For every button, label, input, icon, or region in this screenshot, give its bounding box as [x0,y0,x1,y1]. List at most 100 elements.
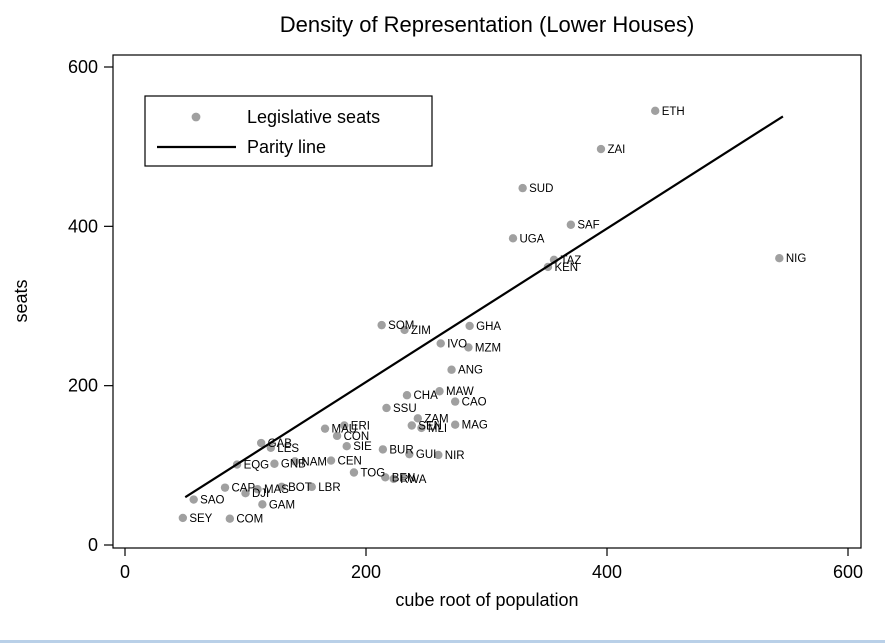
data-point-label-nir: NIR [445,450,465,462]
data-point-gab [256,438,266,448]
data-point-cha [402,391,412,400]
legend-box [144,95,433,167]
data-point-label-zim: ZIM [411,325,431,337]
scatter-points [178,106,784,523]
parity-line [184,115,784,499]
data-point-label-sud: SUD [529,183,553,195]
data-point-label-tog: TOG [360,468,385,480]
data-point-rwa [389,474,398,484]
data-point-label-sen: SEN [418,421,442,433]
legend: Legislative seats Parity line [144,95,433,167]
plot-frame [112,54,862,549]
data-point-sen [407,421,416,430]
data-point-zim [400,325,409,335]
data-point-nir [434,450,443,460]
data-point-label-mau: MAU [332,424,358,436]
x-tick-label: 600 [833,562,863,582]
data-point-uga [508,234,518,243]
x-axis-ticks: 0 200 400 600 [120,548,863,582]
data-point-ben [381,473,390,482]
data-point-sao [189,495,198,504]
data-point-bur [378,445,388,454]
data-point-label-sie: SIE [353,441,372,453]
data-point-cao [450,397,460,406]
data-point-mag [450,420,460,429]
data-point-gui [405,449,414,459]
data-point-label-ivo: IVO [447,338,467,350]
data-point-bot [277,482,286,492]
data-point-label-som: SOM [388,320,414,332]
data-point-tog [349,468,359,477]
data-point-maw [435,387,444,396]
data-point-ang [447,365,456,374]
data-point-label-uga: UGA [520,233,545,245]
data-point-com [225,514,235,523]
data-point-label-ken: KEN [554,262,578,274]
data-point-mzm [464,343,473,352]
chart-title: Density of Representation (Lower Houses) [280,12,695,37]
parity-line-segment [184,115,784,499]
x-tick-label: 400 [592,562,622,582]
y-tick-label: 0 [88,535,98,555]
legend-label-seats: Legislative seats [247,107,380,127]
data-point-zai [596,144,606,154]
data-point-label-cen: CEN [338,456,362,468]
x-tick-label: 200 [351,562,381,582]
data-point-label-ang: ANG [458,365,483,377]
data-point-les [266,443,276,453]
data-point-label-cap: CAP [232,483,256,495]
y-tick-label: 200 [68,376,98,396]
y-axis-ticks: 0 200 400 600 [68,57,113,555]
data-point-label-con: CON [344,431,370,443]
legend-marker-icon [191,112,201,122]
data-point-label-nig: NIG [786,253,807,265]
data-point-con [332,431,342,441]
legend-label-parity: Parity line [247,137,326,157]
data-point-ssu [382,403,391,413]
data-point-label-mag: MAG [462,420,488,432]
data-point-gnb [270,459,279,468]
data-point-mli [417,423,426,433]
x-axis-title: cube root of population [395,590,578,610]
data-point-sud [518,183,527,193]
window-bottom-edge [0,640,885,643]
data-point-lbr [307,482,316,492]
data-point-label-saf: SAF [577,220,599,232]
y-tick-label: 400 [68,216,98,236]
data-point-sey [178,513,188,523]
data-point-gha [465,321,474,331]
data-point-label-bur: BUR [389,444,413,456]
data-point-label-dji: DJI [252,488,269,500]
data-point-dji [241,489,250,498]
data-point-label-gha: GHA [476,321,501,333]
data-point-label-eqg: EQG [244,460,270,472]
data-point-cen [326,456,336,465]
data-point-label-ben: BEN [392,472,416,484]
data-point-gam [258,500,267,509]
data-point-label-ssu: SSU [393,403,417,415]
data-point-zam [413,414,423,423]
data-point-eri [340,421,349,430]
data-point-sie [342,442,351,451]
data-point-label-mzm: MZM [475,342,501,354]
data-point-label-mas: MAS [264,484,289,496]
data-point-label-gab: GAB [268,438,293,450]
data-point-label-com: COM [236,514,263,526]
data-point-label-sey: SEY [189,513,212,525]
data-point-label-rwa: RWA [400,474,427,486]
data-point-nig [775,254,784,263]
data-point-mau [320,424,330,433]
data-point-label-cha: CHA [413,390,438,402]
data-point-label-eri: ERI [351,421,370,433]
data-point-label-maw: MAW [446,386,474,398]
data-point-ivo [436,339,445,348]
data-point-label-gnb: GNB [281,459,306,471]
data-point-label-sao: SAO [200,495,224,507]
data-point-label-lbr: LBR [318,482,340,494]
data-point-saf [566,220,576,229]
data-point-mas [253,485,262,494]
data-point-som [377,320,386,330]
